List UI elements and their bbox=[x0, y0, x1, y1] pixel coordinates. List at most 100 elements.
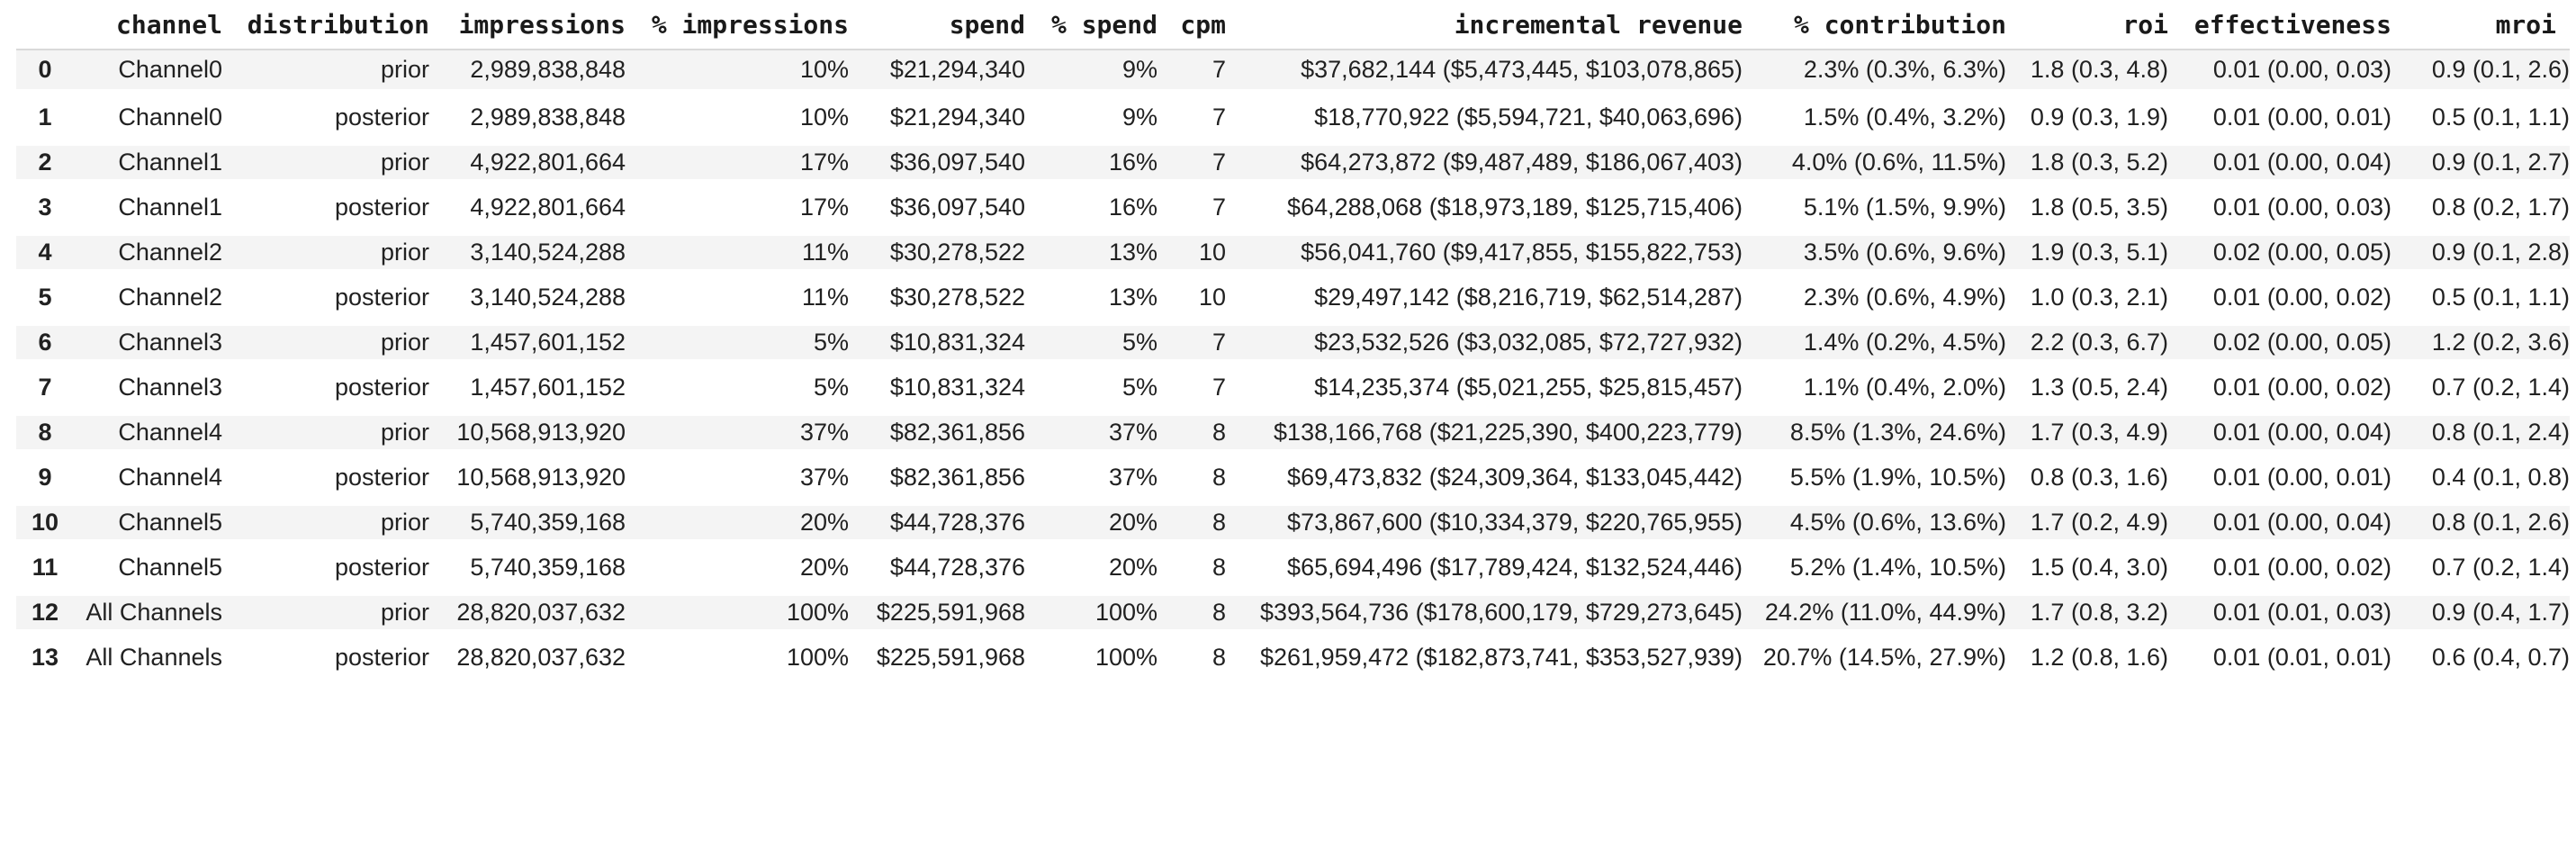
cell-pct-contribution: 8.5% (1.3%, 24.6%) bbox=[1743, 410, 2006, 461]
cell-channel: Channel1 bbox=[74, 185, 222, 236]
cell-pct-impressions: 100% bbox=[626, 635, 849, 686]
cell-effectiveness: 0.01 (0.00, 0.02) bbox=[2168, 545, 2391, 596]
cell-pct-impressions: 10% bbox=[626, 95, 849, 146]
cell-impressions: 1,457,601,152 bbox=[429, 365, 626, 416]
column-header-index bbox=[16, 0, 74, 50]
cell-channel: Channel3 bbox=[74, 320, 222, 371]
column-header-pct-contribution: % contribution bbox=[1743, 0, 2006, 50]
cell-distribution: posterior bbox=[222, 455, 429, 506]
cell-roi: 1.3 (0.5, 2.4) bbox=[2006, 365, 2168, 416]
cell-effectiveness: 0.02 (0.00, 0.05) bbox=[2168, 320, 2391, 371]
cell-cpm: 7 bbox=[1157, 140, 1226, 191]
cell-spend: $225,591,968 bbox=[849, 590, 1025, 641]
cell-pct-contribution: 2.3% (0.3%, 6.3%) bbox=[1743, 50, 2006, 101]
row-index-cell: 8 bbox=[16, 410, 74, 461]
cell-channel: Channel2 bbox=[74, 275, 222, 326]
cell-mroi: 0.7 (0.2, 1.4) bbox=[2391, 545, 2570, 596]
cell-mroi: 0.9 (0.1, 2.8) bbox=[2391, 230, 2570, 281]
cell-pct-spend: 20% bbox=[1025, 500, 1157, 551]
cell-pct-impressions: 17% bbox=[626, 185, 849, 236]
cell-pct-impressions: 20% bbox=[626, 500, 849, 551]
cell-distribution: prior bbox=[222, 230, 429, 281]
cell-pct-spend: 9% bbox=[1025, 50, 1157, 101]
table-row: 6 Channel3 prior 1,457,601,152 5% $10,831,324… bbox=[16, 320, 2570, 371]
cell-incremental-revenue: $65,694,496 ($17,789,424, $132,524,446) bbox=[1226, 545, 1743, 596]
row-index-cell: 13 bbox=[16, 635, 74, 686]
cell-cpm: 8 bbox=[1157, 410, 1226, 461]
cell-pct-impressions: 11% bbox=[626, 275, 849, 326]
cell-impressions: 1,457,601,152 bbox=[429, 320, 626, 371]
cell-pct-contribution: 2.3% (0.6%, 4.9%) bbox=[1743, 275, 2006, 326]
cell-impressions: 10,568,913,920 bbox=[429, 455, 626, 506]
cell-roi: 1.7 (0.2, 4.9) bbox=[2006, 500, 2168, 551]
cell-pct-spend: 37% bbox=[1025, 410, 1157, 461]
cell-pct-spend: 16% bbox=[1025, 140, 1157, 191]
cell-distribution: posterior bbox=[222, 185, 429, 236]
row-index-cell: 9 bbox=[16, 455, 74, 506]
column-header-pct-spend: % spend bbox=[1025, 0, 1157, 50]
cell-pct-impressions: 20% bbox=[626, 545, 849, 596]
cell-effectiveness: 0.01 (0.01, 0.01) bbox=[2168, 635, 2391, 686]
row-index-cell: 2 bbox=[16, 140, 74, 191]
cell-mroi: 0.9 (0.4, 1.7) bbox=[2391, 590, 2570, 641]
cell-impressions: 2,989,838,848 bbox=[429, 95, 626, 146]
cell-impressions: 5,740,359,168 bbox=[429, 545, 626, 596]
cell-pct-impressions: 11% bbox=[626, 230, 849, 281]
cell-distribution: prior bbox=[222, 410, 429, 461]
cell-channel: Channel0 bbox=[74, 95, 222, 146]
cell-pct-contribution: 5.1% (1.5%, 9.9%) bbox=[1743, 185, 2006, 236]
cell-distribution: posterior bbox=[222, 365, 429, 416]
cell-pct-contribution: 1.5% (0.4%, 3.2%) bbox=[1743, 95, 2006, 146]
cell-cpm: 7 bbox=[1157, 50, 1226, 101]
cell-roi: 1.9 (0.3, 5.1) bbox=[2006, 230, 2168, 281]
cell-impressions: 5,740,359,168 bbox=[429, 500, 626, 551]
table-body: 0 Channel0 prior 2,989,838,848 10% $21,294,34… bbox=[16, 50, 2570, 686]
cell-channel: Channel0 bbox=[74, 50, 222, 101]
cell-effectiveness: 0.01 (0.00, 0.01) bbox=[2168, 95, 2391, 146]
cell-incremental-revenue: $64,288,068 ($18,973,189, $125,715,406) bbox=[1226, 185, 1743, 236]
cell-incremental-revenue: $261,959,472 ($182,873,741, $353,527,939… bbox=[1226, 635, 1743, 686]
column-header-distribution: distribution bbox=[222, 0, 429, 50]
cell-mroi: 0.8 (0.2, 1.7) bbox=[2391, 185, 2570, 236]
cell-pct-spend: 9% bbox=[1025, 95, 1157, 146]
cell-cpm: 7 bbox=[1157, 365, 1226, 416]
column-header-effectiveness: effectiveness bbox=[2168, 0, 2391, 50]
cell-mroi: 0.6 (0.4, 0.7) bbox=[2391, 635, 2570, 686]
cell-mroi: 0.8 (0.1, 2.4) bbox=[2391, 410, 2570, 461]
cell-roi: 1.7 (0.3, 4.9) bbox=[2006, 410, 2168, 461]
cell-pct-contribution: 20.7% (14.5%, 27.9%) bbox=[1743, 635, 2006, 686]
cell-mroi: 0.7 (0.2, 1.4) bbox=[2391, 365, 2570, 416]
dataframe-output: channel distribution impressions % impre… bbox=[16, 0, 2570, 686]
cell-roi: 0.8 (0.3, 1.6) bbox=[2006, 455, 2168, 506]
cell-mroi: 0.9 (0.1, 2.7) bbox=[2391, 140, 2570, 191]
cell-effectiveness: 0.01 (0.00, 0.04) bbox=[2168, 410, 2391, 461]
cell-effectiveness: 0.01 (0.01, 0.03) bbox=[2168, 590, 2391, 641]
cell-incremental-revenue: $64,273,872 ($9,487,489, $186,067,403) bbox=[1226, 140, 1743, 191]
cell-pct-spend: 20% bbox=[1025, 545, 1157, 596]
table-row: 3 Channel1 posterior 4,922,801,664 17% $36,09… bbox=[16, 185, 2570, 236]
cell-pct-impressions: 37% bbox=[626, 410, 849, 461]
cell-impressions: 4,922,801,664 bbox=[429, 140, 626, 191]
cell-roi: 1.8 (0.3, 5.2) bbox=[2006, 140, 2168, 191]
cell-distribution: posterior bbox=[222, 545, 429, 596]
cell-spend: $21,294,340 bbox=[849, 50, 1025, 101]
cell-cpm: 7 bbox=[1157, 185, 1226, 236]
cell-pct-spend: 5% bbox=[1025, 365, 1157, 416]
row-index-cell: 11 bbox=[16, 545, 74, 596]
table-row: 4 Channel2 prior 3,140,524,288 11% $30,278,52… bbox=[16, 230, 2570, 281]
cell-distribution: prior bbox=[222, 500, 429, 551]
table-row: 11 Channel5 posterior 5,740,359,168 20% $44,7… bbox=[16, 545, 2570, 596]
table-row: 10 Channel5 prior 5,740,359,168 20% $44,728,3… bbox=[16, 500, 2570, 551]
cell-distribution: posterior bbox=[222, 275, 429, 326]
cell-incremental-revenue: $18,770,922 ($5,594,721, $40,063,696) bbox=[1226, 95, 1743, 146]
cell-cpm: 8 bbox=[1157, 545, 1226, 596]
cell-channel: Channel1 bbox=[74, 140, 222, 191]
cell-pct-contribution: 4.0% (0.6%, 11.5%) bbox=[1743, 140, 2006, 191]
column-header-channel: channel bbox=[74, 0, 222, 50]
row-index-cell: 12 bbox=[16, 590, 74, 641]
cell-cpm: 10 bbox=[1157, 275, 1226, 326]
table-header: channel distribution impressions % impre… bbox=[16, 0, 2570, 50]
cell-pct-impressions: 10% bbox=[626, 50, 849, 101]
cell-distribution: posterior bbox=[222, 635, 429, 686]
header-row: channel distribution impressions % impre… bbox=[16, 0, 2570, 50]
